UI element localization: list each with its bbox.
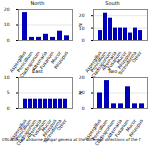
svg-text:Rhizopus: Rhizopus <box>53 50 69 70</box>
svg-text:N: N <box>78 91 83 94</box>
svg-text:Other: Other <box>131 50 143 63</box>
svg-text:10: 10 <box>4 22 10 27</box>
svg-text:0: 0 <box>7 106 10 111</box>
svg-text:0: 0 <box>82 106 85 111</box>
svg-text:Other: Other <box>56 118 68 131</box>
svg-text:20: 20 <box>79 13 85 18</box>
svg-text:5: 5 <box>7 90 10 95</box>
svg-text:0: 0 <box>82 38 85 43</box>
svg-text:10: 10 <box>4 75 10 80</box>
svg-text:20: 20 <box>4 7 10 12</box>
svg-text:N: N <box>78 23 83 26</box>
svg-text:Rhizopus: Rhizopus <box>128 118 144 138</box>
svg-text:20: 20 <box>79 75 85 80</box>
svg-text:0: 0 <box>7 38 10 43</box>
